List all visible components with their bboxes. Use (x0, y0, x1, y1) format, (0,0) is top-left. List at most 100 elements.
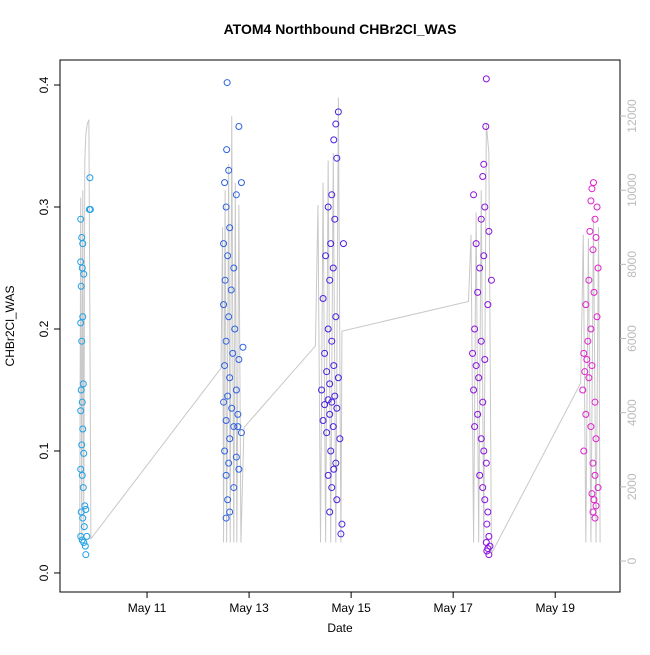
data-point (328, 337, 336, 345)
y2-tick-label: 10000 (625, 173, 639, 207)
x-tick-label: May 17 (433, 601, 473, 615)
data-point (590, 496, 598, 504)
data-point (329, 423, 337, 431)
data-point (334, 374, 342, 382)
data-point (589, 246, 597, 254)
data-point (585, 276, 593, 284)
data-point (591, 398, 599, 406)
data-point (332, 120, 340, 128)
data-point (485, 227, 493, 235)
data-point (80, 270, 88, 278)
data-point (79, 313, 87, 321)
data-point (579, 386, 587, 394)
data-point (475, 374, 483, 382)
data-point (483, 547, 491, 555)
data-point (324, 203, 332, 211)
data-point (328, 398, 336, 406)
data-point (222, 514, 230, 522)
data-point (78, 471, 86, 479)
data-point (222, 471, 230, 479)
altitude-line (79, 97, 601, 554)
plot-frame (59, 59, 621, 593)
data-point (327, 447, 335, 455)
data-point (485, 551, 493, 559)
data-point (580, 349, 588, 357)
data-point (86, 205, 94, 213)
data-point (323, 368, 331, 376)
x-tick-label: May 13 (229, 601, 269, 615)
data-point (479, 173, 487, 181)
data-point (222, 337, 230, 345)
data-point (479, 398, 487, 406)
data-point (225, 166, 233, 174)
data-point (586, 227, 594, 235)
data-point (226, 508, 234, 516)
y2-tick-label: 8000 (625, 251, 639, 278)
y-axis-label: CHBr2Cl_WAS (3, 286, 17, 367)
data-point (221, 276, 229, 284)
data-point (326, 410, 334, 418)
data-point (471, 325, 479, 333)
data-point (223, 79, 231, 87)
x-axis-label: Date (327, 621, 353, 635)
data-point (476, 264, 484, 272)
data-point (77, 532, 85, 540)
data-point (221, 447, 229, 455)
data-point (580, 447, 588, 455)
data-point (588, 490, 596, 498)
data-point (235, 465, 243, 473)
data-point (480, 252, 488, 260)
data-point (471, 423, 479, 431)
y2-tick-label: 2000 (625, 473, 639, 500)
data-point (324, 396, 332, 404)
data-point (333, 496, 341, 504)
data-point (80, 449, 88, 457)
data-point (77, 465, 85, 473)
data-point (222, 416, 230, 424)
data-point (78, 337, 86, 345)
data-point (474, 410, 482, 418)
data-point (481, 355, 489, 363)
data-point (470, 191, 478, 199)
data-point (481, 203, 489, 211)
data-point (328, 191, 336, 199)
data-point (481, 496, 489, 504)
data-point (81, 502, 89, 510)
data-point (79, 380, 87, 388)
data-point (235, 122, 243, 130)
data-point (79, 514, 87, 522)
data-point (331, 215, 339, 223)
data-point (226, 374, 234, 382)
data-point (327, 240, 335, 248)
data-point (477, 435, 485, 443)
data-point (333, 404, 341, 412)
data-point (77, 282, 85, 290)
data-point (337, 530, 345, 538)
data-point (232, 386, 240, 394)
data-point (485, 532, 493, 540)
data-point (477, 215, 485, 223)
data-point (225, 313, 233, 321)
data-point (79, 484, 87, 492)
data-point (221, 179, 229, 187)
data-point (323, 429, 331, 437)
data-point (326, 276, 334, 284)
data-point (472, 240, 480, 248)
data-point (588, 362, 596, 370)
data-point (232, 191, 240, 199)
data-point (326, 380, 334, 388)
data-point (86, 174, 94, 182)
data-point (338, 520, 346, 528)
data-point (237, 429, 245, 437)
data-point (220, 240, 228, 248)
data-point (234, 410, 242, 418)
data-point (329, 264, 337, 272)
y-tick-label: 0.3 (37, 198, 51, 215)
data-point (592, 502, 600, 510)
data-point (318, 386, 326, 394)
data-point (480, 447, 488, 455)
chart-title: ATOM4 Northbound CHBr2Cl_WAS (224, 21, 457, 37)
data-point (594, 484, 602, 492)
data-point (594, 264, 602, 272)
data-point (330, 362, 338, 370)
